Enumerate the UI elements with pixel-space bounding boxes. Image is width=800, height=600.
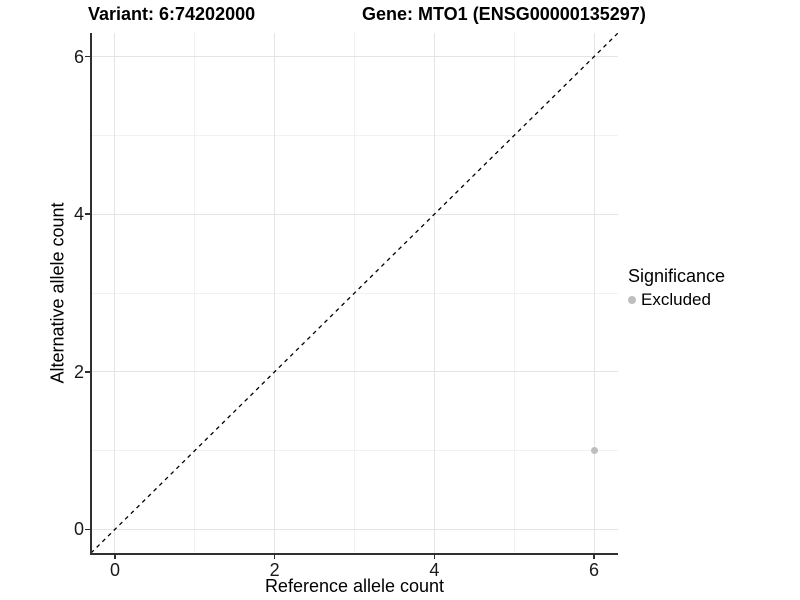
plot-panel [91,33,618,553]
grid-line-major [91,213,618,215]
data-point [590,447,598,455]
legend-title: Significance [628,266,726,286]
x-tick-label: 4 [429,560,440,580]
y-axis-line [90,33,92,554]
legend-item-excluded: Excluded [628,290,725,310]
grid-line-major [274,33,276,553]
x-tick-label: 0 [109,560,120,580]
x-tick-label: 6 [589,560,600,580]
plot-title-variant: Variant: 6:74202000 [88,4,256,24]
y-tick-label: 0 [73,519,84,540]
y-axis-tick [85,55,90,58]
legend-point-swatch [628,296,636,304]
grid-line-major [91,371,618,373]
x-axis-title: Reference allele count [264,576,445,596]
grid-line-minor [91,134,618,136]
y-axis-title: Alternative allele count [47,202,68,384]
legend-item-label: Excluded [641,290,711,309]
grid-line-major [91,56,618,58]
x-axis-tick [593,554,595,559]
grid-line-major [433,33,435,553]
x-axis-tick [273,554,276,559]
grid-line-major [593,33,595,553]
plot-title-gene: Gene: MTO1 (ENSG00000135297) [362,4,646,24]
y-tick-label: 2 [73,361,84,382]
x-axis-tick [433,554,436,559]
y-axis-tick [85,528,90,531]
identity-line [91,33,618,553]
x-tick-label: 2 [269,560,280,580]
grid-line-major [114,33,116,553]
grid-line-major [91,528,618,530]
x-axis-tick [114,554,116,559]
grid-line-minor [91,450,618,452]
y-tick-label: 6 [73,46,84,67]
x-axis-line [90,553,618,555]
y-tick-label: 4 [73,204,84,225]
legend: Significance Excluded [628,266,725,310]
y-axis-tick [85,371,90,373]
y-axis-tick [85,213,90,215]
